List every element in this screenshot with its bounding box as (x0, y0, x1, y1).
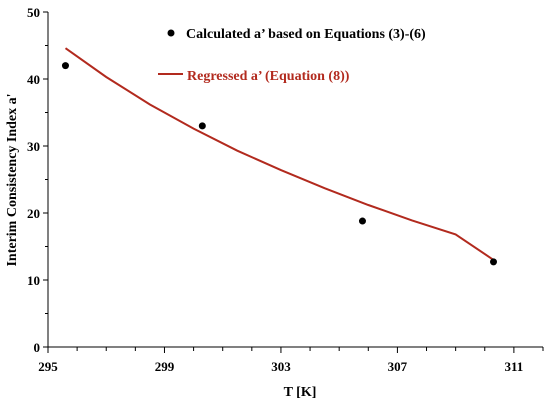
x-tick-label: 303 (271, 359, 291, 374)
x-tick-label: 307 (388, 359, 408, 374)
x-axis-ticks: 295 299 303 307 311 (38, 347, 544, 374)
x-tick-label: 311 (504, 359, 523, 374)
plot-area (47, 12, 543, 348)
x-tick-label: 295 (38, 359, 58, 374)
legend-label-calculated: Calculated a’ based on Equations (3)-(6) (186, 27, 426, 42)
y-axis-ticks: 0 10 20 30 40 50 (27, 5, 48, 355)
regressed-curve (64, 47, 495, 261)
y-tick-label: 40 (27, 72, 40, 87)
data-point (490, 258, 497, 266)
data-point (358, 217, 366, 225)
data-point (61, 62, 69, 70)
data-point (198, 122, 206, 130)
legend: Calculated a’ based on Equations (3)-(6)… (158, 27, 426, 84)
y-tick-label: 0 (34, 340, 41, 355)
y-tick-label: 50 (27, 5, 40, 20)
x-tick-label: 299 (155, 359, 175, 374)
y-tick-label: 30 (27, 139, 40, 154)
x-axis-label: T [K] (284, 385, 317, 400)
legend-label-regressed: Regressed a’ (Equation (8)) (187, 69, 350, 84)
y-tick-label: 20 (27, 206, 40, 221)
y-tick-label: 10 (27, 273, 40, 288)
legend-marker-calculated (167, 29, 175, 37)
y-axis-label: Interim Consistency Index a' (5, 93, 20, 266)
